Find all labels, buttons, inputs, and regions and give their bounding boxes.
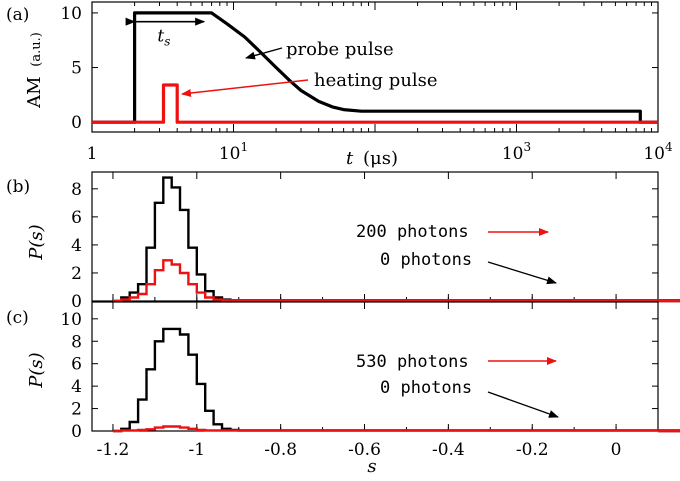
c-ytick-label: 6 <box>71 355 82 375</box>
heating-pulse-arrow <box>181 79 309 97</box>
panel-c-series <box>113 327 680 433</box>
photons-0-label-b: 0 photons <box>380 250 472 270</box>
c-xtick-label: -0.6 <box>348 440 381 460</box>
panel-a-y-ticks: 0 5 10 <box>60 4 658 133</box>
b-ytick-label: 6 <box>71 208 82 228</box>
photons-0-arrow-b <box>487 261 557 285</box>
b-ytick-label: 4 <box>71 236 82 256</box>
a-ytick-label: 5 <box>71 59 82 79</box>
530-photons-histogram <box>113 425 680 433</box>
panel-c-x-ticks: -1.2 -1 -0.8 -0.6 -0.4 -0.2 0 <box>97 302 622 460</box>
panel-c-xlabel: s <box>367 456 376 477</box>
c-xtick-label: -1 <box>189 440 206 460</box>
photons-0-arrow-c <box>487 391 559 418</box>
panel-c-ylabel: P(s) <box>26 352 47 388</box>
panel-b-ylabel: P(s) <box>26 224 47 260</box>
probe-pulse-label: probe pulse <box>286 39 394 60</box>
a-ytick-label: 10 <box>60 4 82 24</box>
c-ytick-label: 2 <box>71 400 82 420</box>
b-ytick-label: 8 <box>71 180 82 200</box>
c-ytick-label: 10 <box>60 310 82 330</box>
panel-a-xlabel: t (μs) <box>346 148 398 169</box>
heating-pulse-label: heating pulse <box>314 70 438 91</box>
b-ytick-label: 0 <box>71 292 82 312</box>
c-ytick-label: 0 <box>71 422 82 442</box>
photons-200-label: 200 photons <box>356 222 469 242</box>
c-ytick-label: 8 <box>71 332 82 352</box>
panel-b-label: (b) <box>6 177 30 197</box>
panel-b: (b) P(s) 0 2 4 6 8 200 photons 0 photons <box>6 171 680 312</box>
probe-pulse-arrow <box>245 47 283 60</box>
b-ytick-label: 2 <box>71 264 82 284</box>
c-xtick-label: -0.8 <box>264 440 297 460</box>
panel-c-label: (c) <box>6 308 29 328</box>
c-xtick-label: -1.2 <box>97 440 130 460</box>
a-xtick-label: 101 <box>219 140 248 164</box>
heating-pulse-line <box>92 83 658 124</box>
panel-a-x-ticks: 1 101 103 104 <box>87 2 673 164</box>
a-xtick-label: 103 <box>502 140 531 164</box>
panel-b-y-ticks: 0 2 4 6 8 <box>71 180 658 312</box>
a-xtick-label: 1 <box>87 144 98 164</box>
200-photons-histogram <box>113 259 680 303</box>
panel-b-series <box>113 176 680 303</box>
probe-pulse-line <box>92 11 658 124</box>
panel-a-ylabel: AM (a.u.) <box>24 32 45 109</box>
a-ytick-label: 0 <box>71 113 82 133</box>
c-xtick-label: 0 <box>611 440 622 460</box>
panel-c-y-ticks: 02 46 810 <box>60 310 658 442</box>
panel-a: (a) AM (a.u.) 0 5 10 1 101 103 104 ts probe p… <box>6 1 673 169</box>
panel-a-series <box>92 11 658 124</box>
ts-label: ts <box>157 27 170 49</box>
panel-a-label: (a) <box>6 5 29 25</box>
a-xtick-label: 104 <box>643 140 673 164</box>
photons-0-label-c: 0 photons <box>380 378 472 398</box>
c-xtick-label: -0.4 <box>432 440 465 460</box>
c-xtick-label: -0.2 <box>516 440 549 460</box>
photons-530-label: 530 photons <box>356 352 469 372</box>
c-ytick-label: 4 <box>71 377 82 397</box>
